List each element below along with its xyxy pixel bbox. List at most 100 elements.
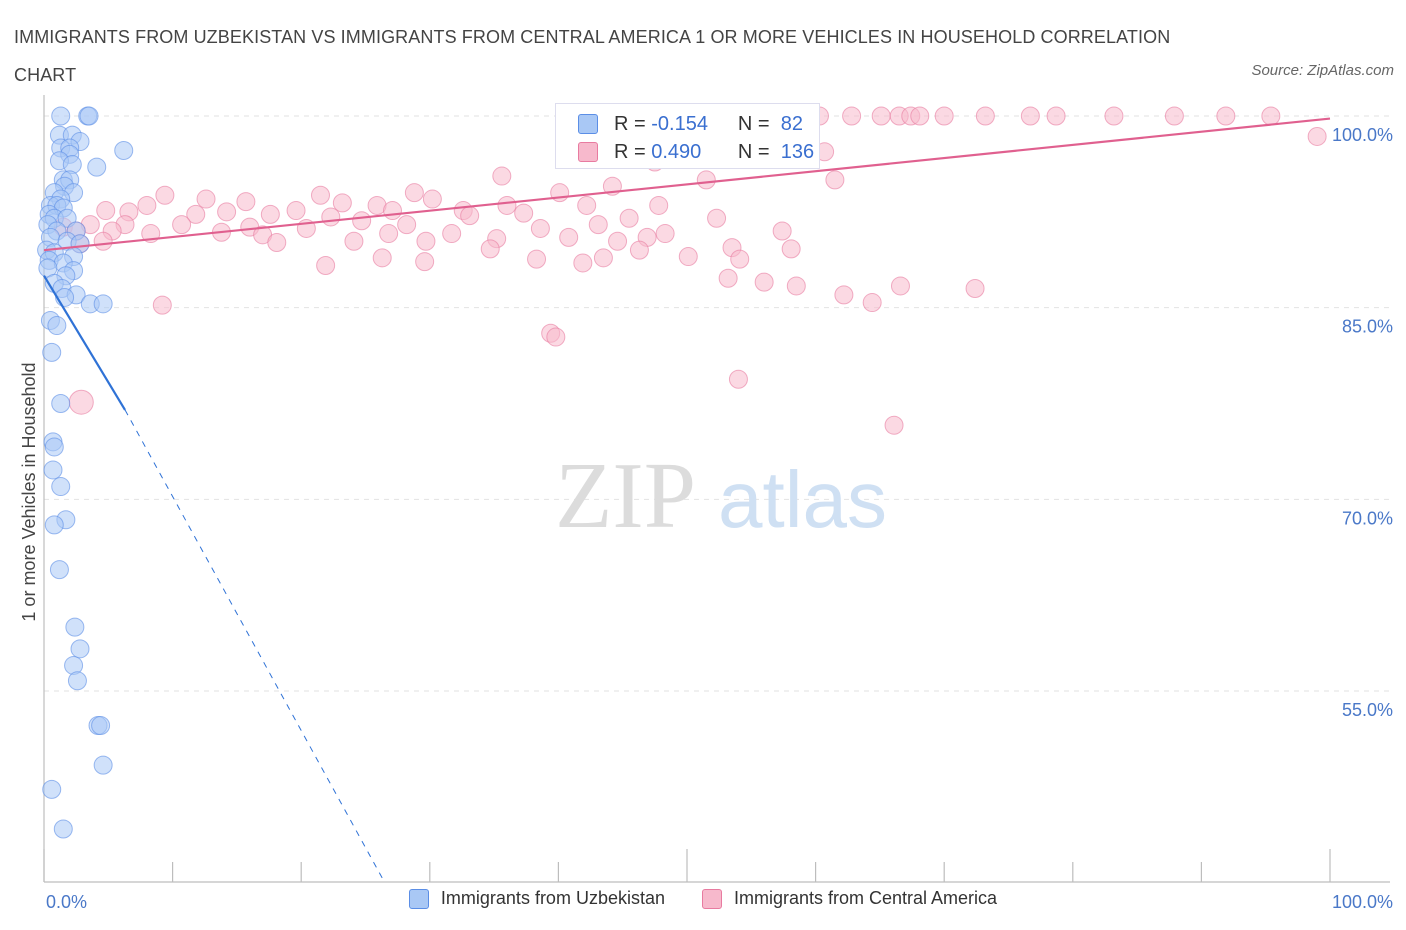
legend-item-central-america[interactable]: Immigrants from Central America (702, 888, 997, 909)
y-tick-label: 70.0% (1342, 508, 1393, 528)
point-central-america (910, 106, 930, 126)
point-central-america (1261, 106, 1281, 126)
point-uzbekistan (51, 477, 71, 497)
point-central-america (825, 170, 845, 190)
point-central-america (186, 204, 206, 224)
point-central-america (397, 215, 417, 235)
point-central-america (655, 224, 675, 244)
point-central-america (1216, 106, 1236, 126)
point-central-america (786, 276, 806, 296)
point-uzbekistan (42, 342, 62, 362)
point-central-america (372, 248, 392, 268)
point-central-america (137, 195, 157, 215)
point-central-america (217, 202, 237, 222)
point-central-america (93, 231, 113, 251)
point-central-america (527, 249, 547, 269)
trend-lines (43, 117, 1331, 883)
point-uzbekistan (65, 617, 85, 637)
trend-line-uzbekistan (43, 275, 126, 411)
point-central-america (442, 224, 462, 244)
y-tick-label: 100.0% (1332, 125, 1393, 145)
point-uzbekistan (44, 515, 64, 535)
point-central-america (1020, 106, 1040, 126)
watermark-atlas: atlas (718, 455, 887, 544)
point-central-america (975, 106, 995, 126)
x-tick-label: 100.0% (1332, 892, 1393, 912)
point-central-america (871, 106, 891, 126)
point-central-america (730, 249, 750, 269)
point-central-america (260, 204, 280, 224)
point-central-america (352, 211, 372, 231)
point-central-america (344, 231, 364, 251)
point-central-america (155, 185, 175, 205)
legend-item-uzbekistan[interactable]: Immigrants from Uzbekistan (408, 888, 665, 909)
stats-row-central-america: R = 0.490 N = 136 (578, 139, 814, 165)
point-central-america (649, 195, 669, 215)
point-central-america (559, 227, 579, 247)
point-central-america (577, 195, 597, 215)
point-central-america (890, 276, 910, 296)
data-points (37, 106, 1327, 839)
point-central-america (460, 206, 480, 226)
stats-r-label: R = (614, 112, 646, 135)
point-central-america (286, 201, 306, 221)
point-central-america (934, 106, 954, 126)
point-central-america (379, 224, 399, 244)
point-central-america (267, 233, 287, 252)
point-uzbekistan (44, 437, 64, 457)
point-central-america (422, 189, 442, 209)
point-uzbekistan (87, 157, 107, 177)
point-uzbekistan (47, 316, 67, 336)
point-central-america (1164, 106, 1184, 126)
point-central-america (573, 253, 593, 273)
stats-n-value: 136 (780, 140, 815, 163)
stats-swatch-uzbekistan (578, 114, 598, 134)
point-uzbekistan (91, 716, 111, 735)
legend-label-central-america: Immigrants from Central America (734, 888, 998, 908)
point-central-america (530, 218, 550, 238)
point-central-america (68, 389, 94, 415)
tick-labels: 55.0% 70.0% 85.0% 100.0% 0.0% 100.0% (46, 125, 1393, 912)
point-uzbekistan (42, 779, 62, 799)
stats-swatch-central-america (578, 142, 598, 162)
point-central-america (629, 240, 649, 260)
point-central-america (965, 279, 985, 298)
point-central-america (842, 106, 862, 126)
point-central-america (196, 189, 216, 209)
point-central-america (707, 208, 727, 228)
stats-row-uzbekistan: R = -0.154 N = 82 (578, 111, 803, 137)
legend-swatch-central-america (702, 888, 722, 909)
point-central-america (754, 272, 774, 292)
point-uzbekistan (114, 141, 134, 160)
stats-r-label: R = (614, 140, 646, 163)
point-uzbekistan (67, 671, 87, 691)
stats-n-label: N = (737, 112, 770, 135)
legend-swatch-uzbekistan (408, 888, 429, 909)
point-central-america (593, 248, 613, 268)
point-uzbekistan (79, 106, 99, 126)
chart-title: IMMIGRANTS FROM UZBEKISTAN VS IMMIGRANTS… (14, 27, 1171, 85)
point-central-america (608, 231, 628, 251)
watermark-zip: ZIP (555, 444, 696, 548)
point-central-america (492, 166, 512, 186)
point-uzbekistan (93, 294, 113, 314)
stats-n-label: N = (737, 140, 770, 163)
trend-line-uzbekistan-extension (124, 409, 386, 883)
point-central-america (1307, 126, 1327, 146)
point-central-america (514, 203, 534, 223)
legend: Immigrants from Uzbekistan Immigrants fr… (0, 888, 1406, 914)
point-central-america (1104, 106, 1124, 126)
trend-line-central-america (43, 117, 1331, 252)
point-uzbekistan (70, 639, 90, 659)
stats-box: R = -0.154 N = 82 R = 0.490 N = 136 (555, 103, 820, 169)
point-uzbekistan (49, 560, 69, 580)
stats-r-value: 0.490 (651, 140, 702, 163)
point-central-america (310, 185, 330, 205)
point-central-america (728, 369, 748, 389)
point-central-america (884, 415, 904, 435)
point-central-america (718, 268, 738, 288)
point-central-america (834, 285, 854, 305)
point-central-america (772, 221, 792, 241)
y-axis-label: 1 or more Vehicles in Household (19, 362, 39, 621)
watermark: ZIP atlas (555, 444, 887, 548)
